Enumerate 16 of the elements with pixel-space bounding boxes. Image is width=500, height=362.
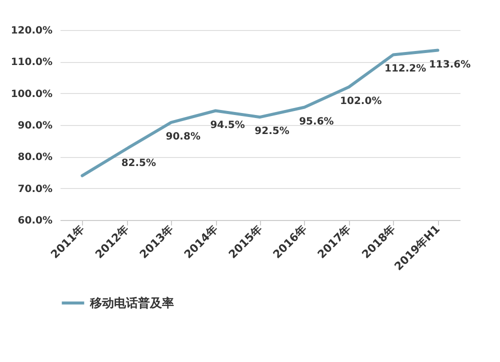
y-tick-label: 120.0% — [10, 26, 52, 36]
y-tick-label: 100.0% — [10, 88, 52, 100]
data-label: 113.6% — [428, 59, 471, 70]
data-label: 82.5% — [121, 158, 156, 169]
legend-label: 移动电话普及率 — [89, 296, 174, 310]
data-label: 102.0% — [340, 96, 382, 107]
y-tick-label: 110.0% — [10, 57, 52, 68]
data-label: 92.5% — [254, 126, 290, 138]
data-label: 94.5% — [210, 120, 245, 131]
y-tick-label: 80.0% — [18, 152, 52, 164]
y-tick-label: 90.0% — [18, 120, 52, 132]
data-label: 90.8% — [166, 131, 200, 142]
data-label: 112.2% — [384, 64, 426, 75]
y-tick-label: 70.0% — [18, 184, 52, 195]
data-label: 95.6% — [299, 116, 334, 128]
y-tick-label: 60.0% — [18, 216, 52, 226]
